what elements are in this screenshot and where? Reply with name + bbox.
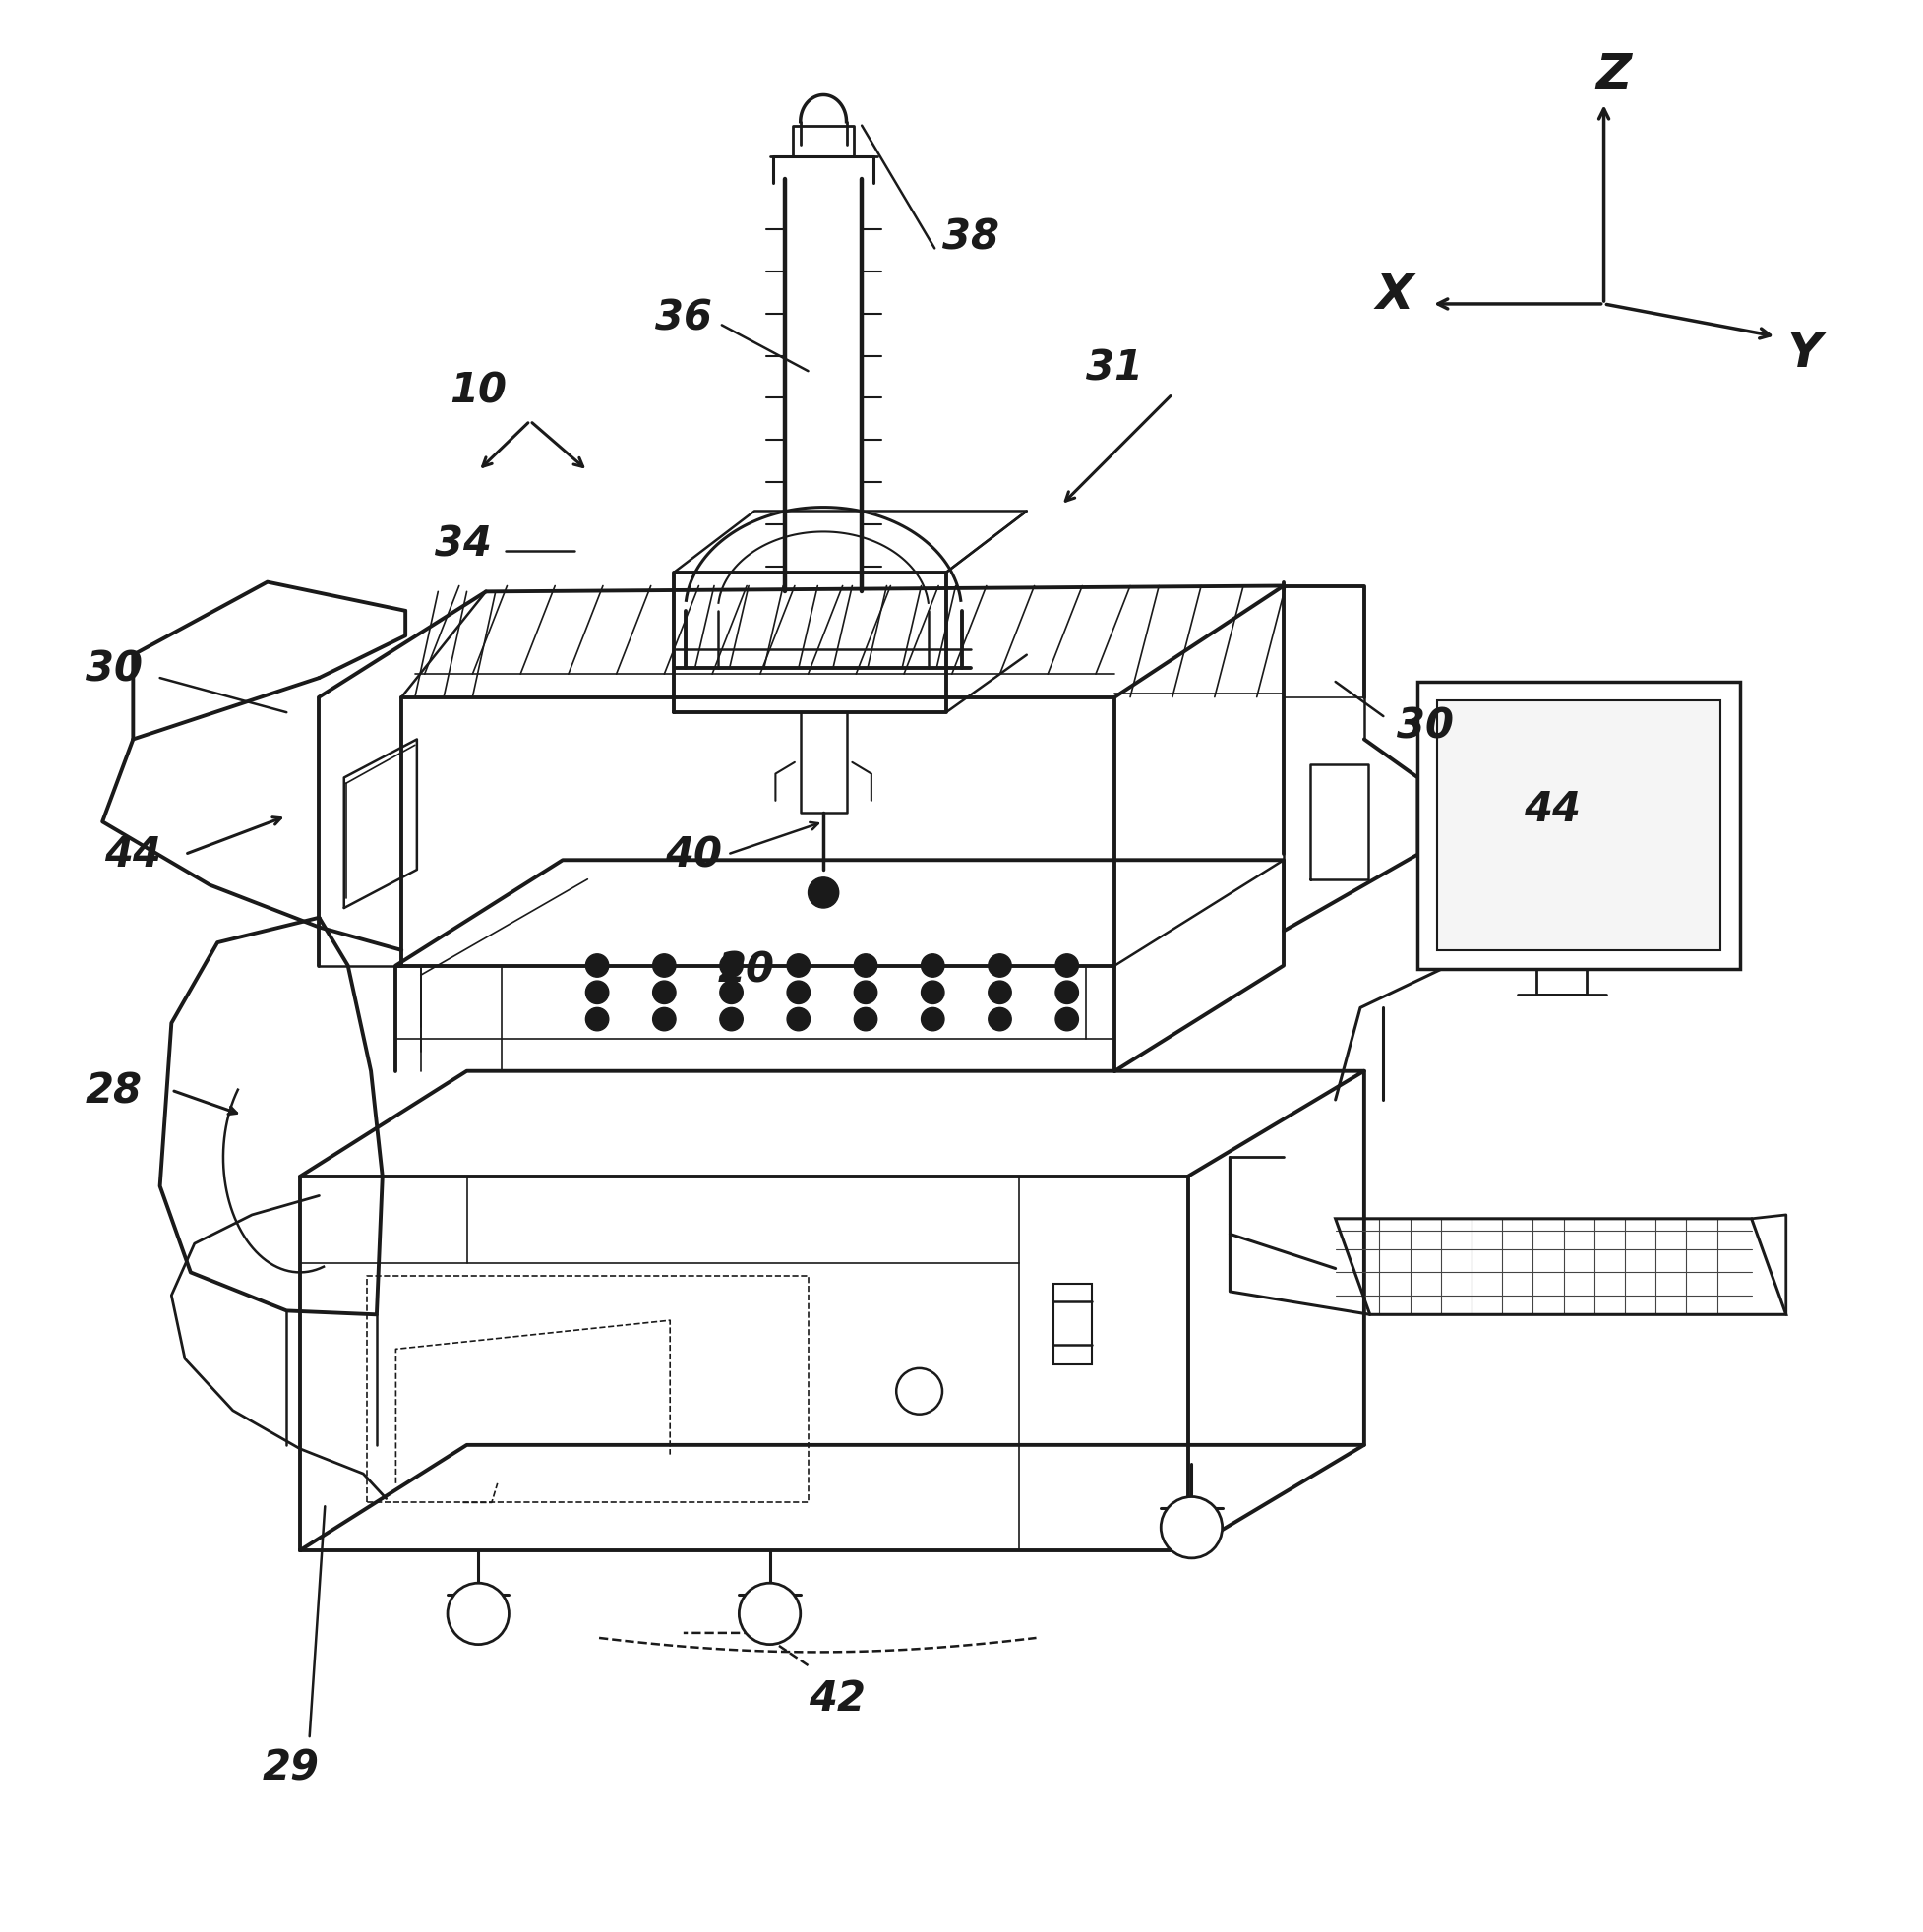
Circle shape (988, 954, 1011, 978)
Circle shape (652, 1009, 675, 1032)
Text: 30: 30 (1396, 705, 1454, 748)
Text: 20: 20 (717, 949, 775, 991)
Circle shape (587, 981, 610, 1005)
Circle shape (1056, 981, 1079, 1005)
Circle shape (921, 1009, 944, 1032)
Text: 36: 36 (656, 298, 712, 338)
Circle shape (854, 954, 877, 978)
Circle shape (719, 954, 742, 978)
Circle shape (1056, 1009, 1079, 1032)
Circle shape (719, 1009, 742, 1032)
Circle shape (1161, 1497, 1223, 1559)
Text: 31: 31 (1086, 348, 1144, 388)
Circle shape (988, 981, 1011, 1005)
Text: X: X (1377, 272, 1413, 319)
Text: 30: 30 (85, 649, 142, 690)
Text: 29: 29 (262, 1747, 319, 1787)
Circle shape (988, 1009, 1011, 1032)
Text: 34: 34 (435, 524, 492, 564)
Circle shape (808, 877, 838, 908)
Circle shape (652, 981, 675, 1005)
Circle shape (448, 1582, 510, 1644)
Text: 38: 38 (942, 216, 1000, 259)
Circle shape (854, 1009, 877, 1032)
Circle shape (587, 1009, 610, 1032)
Circle shape (921, 954, 944, 978)
Text: 10: 10 (450, 371, 508, 412)
Circle shape (787, 1009, 810, 1032)
Circle shape (787, 954, 810, 978)
Text: Y: Y (1786, 328, 1823, 377)
Bar (1417, 682, 1740, 970)
Bar (1054, 1285, 1092, 1364)
Text: 40: 40 (665, 835, 721, 875)
Text: 42: 42 (808, 1677, 865, 1719)
Text: 28: 28 (85, 1070, 142, 1111)
Circle shape (719, 981, 742, 1005)
Circle shape (587, 954, 610, 978)
Bar (1436, 701, 1721, 951)
Text: 44: 44 (1523, 788, 1581, 829)
Circle shape (738, 1582, 800, 1644)
Circle shape (854, 981, 877, 1005)
Circle shape (1056, 954, 1079, 978)
Text: 44: 44 (104, 835, 162, 875)
Text: Z: Z (1596, 50, 1631, 99)
Circle shape (652, 954, 675, 978)
Circle shape (921, 981, 944, 1005)
Circle shape (787, 981, 810, 1005)
